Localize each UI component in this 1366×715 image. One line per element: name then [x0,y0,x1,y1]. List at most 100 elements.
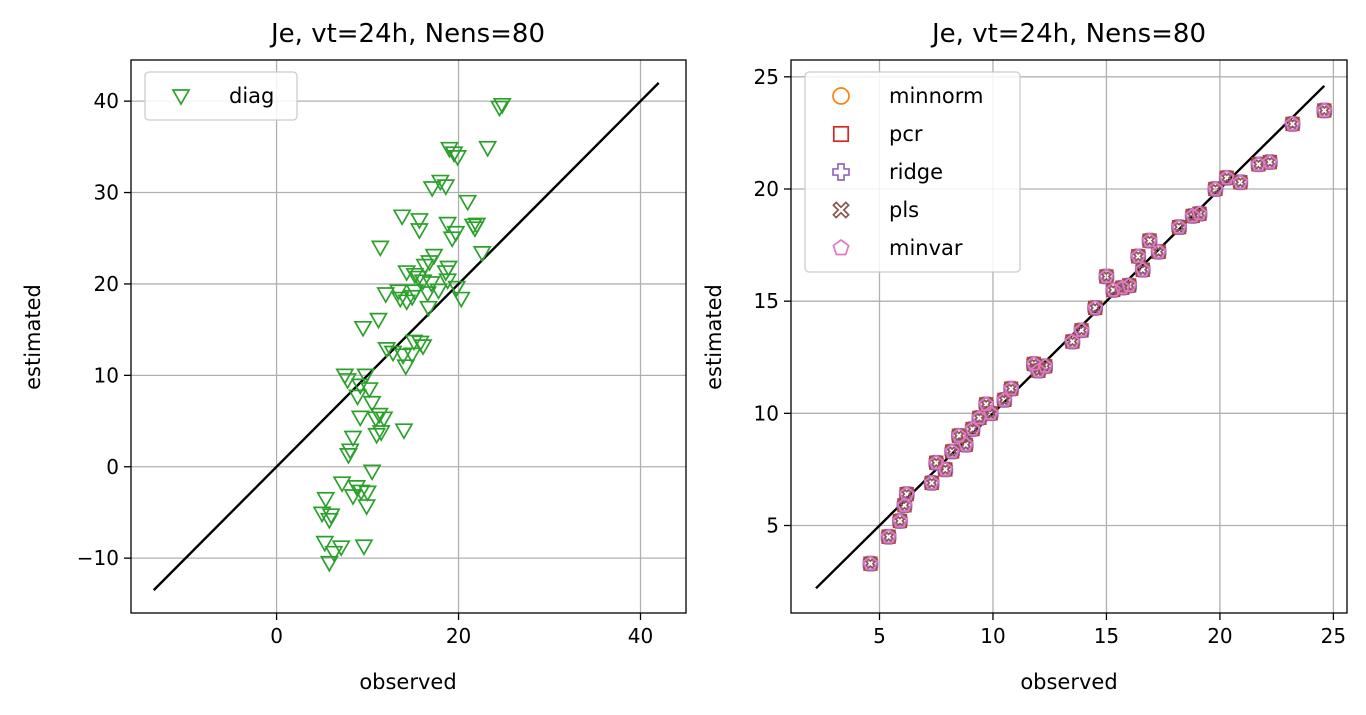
left-chart-title: Je, vt=24h, Nens=80 [269,19,545,49]
legend-label-pcr: pcr [889,122,923,146]
legend-marker-ridge [832,163,850,181]
data-point-diag [404,334,424,352]
data-point-diag [429,283,448,301]
right-legend: minnorm pcr ridge pls minvar [804,71,1021,273]
data-point-diag [319,512,339,530]
data-point-minvar [1171,219,1187,234]
legend-marker-minvar [832,238,850,256]
data-point-minvar [944,443,960,458]
left-y-tick-label: 40 [94,89,119,113]
data-point-diag [390,291,410,309]
data-point-diag [419,300,438,318]
data-point-pls [1171,219,1187,235]
data-point-diag [377,341,397,359]
legend-label-minnorm: minnorm [889,84,983,108]
right-x-tick-label: 5 [873,624,886,648]
data-point-minvar [1219,169,1235,185]
data-point-diag [409,213,429,230]
right-x-tick-label: 20 [1207,624,1232,648]
data-point-pls [880,528,897,545]
data-point-diag [458,194,478,212]
data-point-diag [354,539,374,556]
data-point-pls [1316,102,1333,119]
left-legend: diag [144,71,298,121]
data-point-minvar [1262,154,1278,169]
right-x-tick-label: 25 [1321,624,1346,648]
data-point-minvar [1185,207,1201,223]
data-point-pls [944,443,960,460]
data-point-diag [442,231,462,248]
data-point-diag [362,395,382,413]
data-point-pls [957,436,974,453]
data-point-pls [1150,243,1167,260]
data-point-pls [1141,232,1158,249]
series-minvar [862,102,1332,571]
data-point-diag [332,476,352,493]
data-point-diag [376,287,396,304]
data-point-diag [374,411,394,429]
data-point-diag [472,246,492,263]
data-point-minvar [1030,362,1047,378]
right-y-tick-label: 5 [766,514,779,538]
data-point-diag [465,221,485,238]
data-point-pls [1064,333,1081,350]
right-x-tick-label: 15 [1094,624,1119,648]
data-point-minvar [892,512,908,528]
data-point-pls [1003,380,1019,397]
right-x-tick-label: 10 [980,624,1005,648]
data-point-diag [490,100,509,118]
data-point-diag [419,255,439,272]
right-x-axis-label: observed [1020,670,1117,694]
data-point-diag [356,368,376,386]
data-point-minvar [1003,380,1019,396]
data-point-minvar [1141,232,1158,248]
data-point-pls [1087,300,1103,316]
left-y-tick-label: −10 [77,546,119,570]
data-point-diag [478,140,498,158]
data-point-diag [439,141,459,159]
data-point-minvar [1284,115,1301,131]
data-point-minvar [1150,243,1167,259]
right-y-tick-label: 10 [754,401,779,425]
data-point-pls [971,409,988,426]
data-point-minvar [924,474,940,490]
data-point-minvar [1114,279,1130,295]
right-legend-box [804,71,1021,273]
left-panel: Je, vt=24h, Nens=80 0 20 40 −10 0 10 20 30 40 ob… [21,19,687,694]
left-x-tick-label: 40 [628,624,653,648]
data-point-diag [492,97,512,115]
left-x-tick-label: 20 [446,624,471,648]
data-point-pls [928,454,945,471]
data-point-pls [1130,248,1147,265]
data-point-diag [444,146,464,163]
data-point-pls [1218,169,1235,186]
data-point-minvar [1105,281,1121,297]
left-x-axis-label: observed [359,670,456,694]
data-point-minvar [1037,358,1053,373]
data-point-minvar [1098,268,1115,284]
data-point-diag [397,294,417,312]
series-diag [312,97,512,573]
data-point-diag [409,223,429,240]
data-point-minvar [896,497,913,512]
data-point-diag [350,410,370,428]
data-point-pls [862,555,879,572]
legend-marker-diag [171,89,191,106]
data-point-minvar [1087,299,1103,315]
data-point-diag [369,407,389,425]
data-point-diag [315,535,335,553]
data-point-minvar [1135,261,1151,277]
data-point-diag [413,339,433,356]
data-point-pls [1134,261,1151,278]
data-point-diag [324,545,344,563]
data-point-minvar [1191,205,1208,221]
data-point-pls [937,461,954,478]
data-point-minvar [1121,277,1137,292]
left-y-tick-label: 30 [94,181,119,205]
data-point-diag [370,240,390,258]
data-point-minvar [1130,248,1146,263]
data-point-diag [418,286,438,303]
left-y-tick-label: 10 [94,363,119,387]
data-point-pls [923,475,940,491]
